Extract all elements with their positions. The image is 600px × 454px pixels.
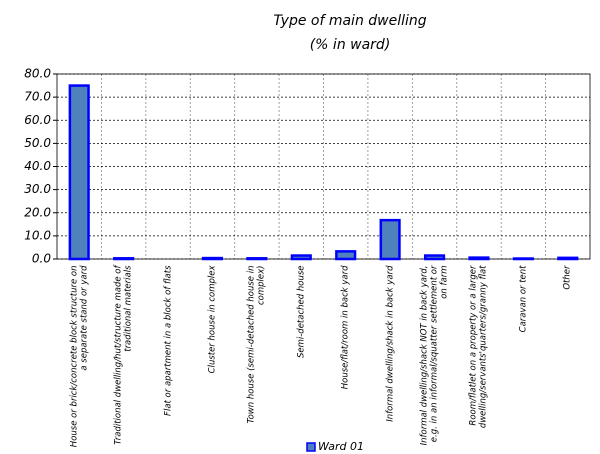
y-tick-label: 30.0 [24,182,51,196]
x-tick-label: Other [546,265,590,450]
bar [201,256,224,261]
bar [423,254,446,261]
x-tick-text: Informal dwelling/shack NOT in back yard… [419,265,450,445]
x-tick-text: Flat or apartment in a block of flats [163,265,174,416]
bar [557,256,579,261]
x-tick-text: Traditional dwelling/hut/structure made … [113,265,134,445]
chart-subtitle: (% in ward) [310,37,391,53]
bar [113,257,135,261]
x-tick-text: Informal dwelling/shack in back yard [385,265,396,422]
x-tick-text: House/flat/room in back yard [340,265,351,389]
y-tick-label: 40.0 [24,159,51,173]
x-tick-label: House or brick/concrete block structure … [57,265,101,450]
y-tick-label: 80.0 [24,67,51,81]
bar [468,256,490,261]
x-tick-label: Traditional dwelling/hut/structure made … [102,265,146,450]
x-tick-text: Caravan or tent [518,265,529,332]
x-tick-text: Room/flatlet on a property or a larger d… [468,265,489,428]
plot-frame [56,73,591,260]
y-tick-label: 0.0 [32,252,51,266]
bar [290,254,312,261]
x-tick-label: Caravan or tent [501,265,545,450]
x-tick-label: Town house (semi-detached house in compl… [235,265,279,450]
x-tick-text: Semi-detached house [296,265,307,358]
bar [68,84,90,261]
y-tick-label: 10.0 [24,228,51,242]
y-tick-label: 70.0 [24,90,51,104]
x-tick-label: Informal dwelling/shack NOT in back yard… [413,265,457,450]
legend-swatch [306,442,316,452]
legend-label: Ward 01 [318,440,364,453]
chart-title: Type of main dwelling [273,13,426,29]
x-tick-label: Flat or apartment in a block of flats [146,265,190,450]
y-tick-label: 60.0 [24,113,51,127]
x-tick-label: House/flat/room in back yard [324,265,368,450]
x-tick-label: Semi-detached house [279,265,323,450]
bar [379,218,401,261]
x-tick-text: Other [562,265,573,290]
x-tick-text: House or brick/concrete block structure … [69,265,90,447]
x-tick-label: Cluster house in complex [190,265,234,450]
bar [335,250,357,261]
y-tick-label: 50.0 [24,136,51,150]
x-tick-text: Town house (semi-detached house in compl… [246,265,267,424]
x-tick-text: Cluster house in complex [207,265,218,373]
y-tick-label: 20.0 [24,205,51,219]
x-tick-label: Informal dwelling/shack in back yard [368,265,412,450]
bar [246,257,268,261]
x-tick-label: Room/flatlet on a property or a larger d… [457,265,501,450]
